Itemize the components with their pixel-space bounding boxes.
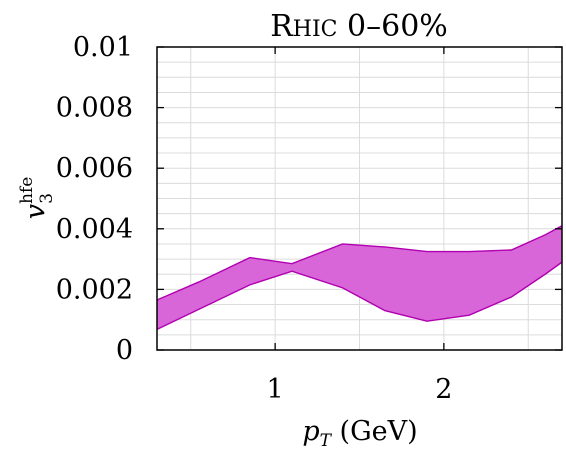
x-axis-label: pT (GeV)	[302, 416, 417, 449]
y-axis-label-text: vhfe3	[17, 177, 57, 220]
grid	[157, 47, 562, 350]
band-group	[156, 225, 563, 331]
tick-marks	[157, 46, 562, 351]
y-tick-label: 0	[116, 335, 133, 366]
x-tick-label: 1	[267, 374, 284, 405]
y-tick-label: 0.008	[56, 93, 133, 124]
x-tick-label: 2	[435, 374, 452, 405]
y-tick-label: 0.002	[56, 274, 133, 305]
y-tick-label: 0.006	[56, 153, 133, 184]
band-lower-edge	[156, 261, 563, 331]
band-upper-edge	[156, 225, 563, 301]
title-small-caps: RHIC 0–60%	[270, 9, 448, 44]
y-axis-label: vhfe3	[17, 177, 57, 220]
tick-labels: 0 0.002 0.004 0.006 0.008 0.01 1 2	[56, 32, 453, 405]
y-tick-label: 0.004	[56, 214, 133, 245]
plot-frame	[156, 46, 563, 351]
chart-title: RHIC 0–60%	[270, 9, 448, 44]
y-tick-label: 0.01	[73, 32, 133, 63]
